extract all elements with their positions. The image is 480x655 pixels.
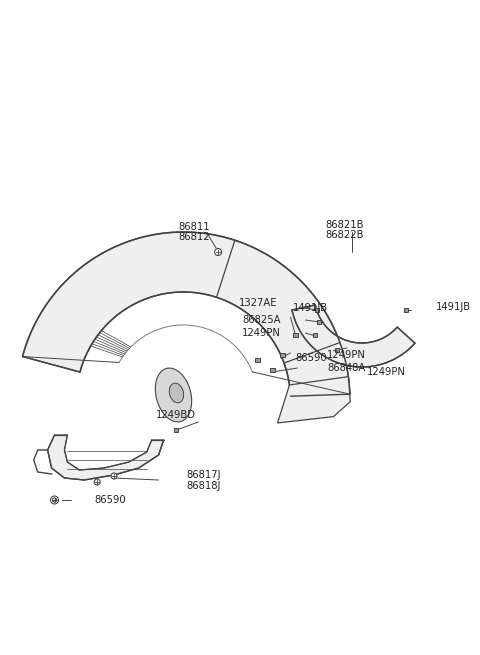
- Bar: [255, 358, 260, 362]
- Circle shape: [50, 496, 59, 504]
- Text: 1249BD: 1249BD: [156, 410, 196, 420]
- Polygon shape: [277, 377, 350, 423]
- Text: 1249PN: 1249PN: [327, 350, 366, 360]
- Text: 86817J: 86817J: [186, 470, 221, 480]
- Text: 1327AE: 1327AE: [239, 298, 277, 308]
- Polygon shape: [23, 232, 350, 396]
- Text: 1491JB: 1491JB: [436, 302, 471, 312]
- Text: 86825A: 86825A: [242, 315, 281, 325]
- Bar: [293, 333, 298, 337]
- Bar: [317, 320, 321, 324]
- Circle shape: [215, 248, 222, 255]
- Bar: [280, 352, 285, 358]
- Text: 86822B: 86822B: [326, 230, 364, 240]
- Ellipse shape: [169, 383, 184, 403]
- Bar: [405, 308, 408, 312]
- Polygon shape: [292, 305, 415, 367]
- Polygon shape: [48, 435, 164, 480]
- Bar: [315, 308, 319, 312]
- Text: 86818J: 86818J: [186, 481, 221, 491]
- Text: 86590: 86590: [296, 353, 327, 363]
- Ellipse shape: [156, 368, 192, 422]
- Text: 86811: 86811: [179, 222, 210, 232]
- Bar: [270, 367, 275, 373]
- Bar: [175, 428, 179, 432]
- Circle shape: [94, 479, 100, 485]
- Text: 1249PN: 1249PN: [367, 367, 406, 377]
- Text: 86821B: 86821B: [326, 220, 364, 230]
- Text: 86848A: 86848A: [327, 363, 365, 373]
- Circle shape: [111, 473, 117, 479]
- Text: 86812: 86812: [179, 232, 210, 242]
- Bar: [313, 333, 317, 337]
- Text: 1491JB: 1491JB: [292, 303, 327, 313]
- Circle shape: [52, 498, 57, 502]
- Text: 1249PN: 1249PN: [242, 328, 281, 338]
- Text: 86590: 86590: [94, 495, 126, 505]
- Bar: [335, 348, 339, 352]
